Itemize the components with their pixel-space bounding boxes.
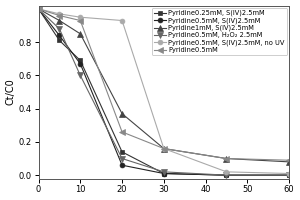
Pyridine0.5mM, H₂O₂ 2.5mM	[162, 171, 166, 173]
Pyridine0.5mM, H₂O₂ 2.5mM	[58, 28, 61, 30]
Pyridine0.5mM	[37, 8, 40, 10]
Pyridine0.5mM, S(IV)2.5mM, no UV	[162, 147, 166, 150]
Line: Pyridine0.5mM: Pyridine0.5mM	[35, 6, 292, 163]
Pyridine0.5mM	[79, 19, 82, 22]
Pyridine0.5mM	[120, 131, 124, 133]
Pyridine0.5mM, S(IV)2.5mM, no UV	[79, 16, 82, 18]
Pyridine0.5mM, S(IV)2.5mM, no UV	[287, 172, 291, 175]
Pyridine1mM, S(IV)2.5mM	[37, 8, 40, 10]
Line: Pyridine0.25mM, S(IV)2.5mM: Pyridine0.25mM, S(IV)2.5mM	[36, 6, 292, 178]
Pyridine0.25mM, S(IV)2.5mM	[120, 151, 124, 153]
Pyridine1mM, S(IV)2.5mM	[120, 112, 124, 115]
Pyridine0.5mM, S(IV)2.5mM, no UV	[58, 13, 61, 15]
Pyridine1mM, S(IV)2.5mM	[225, 157, 228, 160]
Pyridine1mM, S(IV)2.5mM	[58, 19, 61, 22]
Pyridine0.5mM	[58, 14, 61, 17]
Pyridine0.5mM, S(IV)2.5mM	[287, 174, 291, 176]
Pyridine0.25mM, S(IV)2.5mM	[225, 174, 228, 176]
Pyridine1mM, S(IV)2.5mM	[162, 147, 166, 150]
Pyridine1mM, S(IV)2.5mM	[287, 161, 291, 163]
Pyridine0.25mM, S(IV)2.5mM	[287, 174, 291, 176]
Pyridine0.25mM, S(IV)2.5mM	[79, 59, 82, 62]
Pyridine0.5mM, S(IV)2.5mM	[225, 174, 228, 176]
Pyridine0.25mM, S(IV)2.5mM	[162, 172, 166, 175]
Pyridine1mM, S(IV)2.5mM	[79, 33, 82, 35]
Pyridine0.5mM, H₂O₂ 2.5mM	[120, 157, 124, 160]
Pyridine0.5mM	[287, 159, 291, 161]
Pyridine0.5mM, S(IV)2.5mM	[37, 8, 40, 10]
Pyridine0.5mM, S(IV)2.5mM, no UV	[225, 171, 228, 173]
Line: Pyridine0.5mM, S(IV)2.5mM, no UV: Pyridine0.5mM, S(IV)2.5mM, no UV	[36, 6, 292, 176]
Pyridine0.5mM, H₂O₂ 2.5mM	[225, 174, 228, 176]
Y-axis label: Ct/C0: Ct/C0	[6, 79, 16, 105]
Pyridine0.5mM, H₂O₂ 2.5mM	[79, 74, 82, 77]
Pyridine0.5mM, S(IV)2.5mM	[162, 172, 166, 175]
Line: Pyridine0.5mM, S(IV)2.5mM: Pyridine0.5mM, S(IV)2.5mM	[36, 6, 292, 178]
Pyridine0.5mM, S(IV)2.5mM, no UV	[37, 8, 40, 10]
Line: Pyridine1mM, S(IV)2.5mM: Pyridine1mM, S(IV)2.5mM	[35, 6, 292, 165]
Pyridine0.5mM	[162, 147, 166, 150]
Pyridine0.5mM, H₂O₂ 2.5mM	[287, 174, 291, 176]
Pyridine0.5mM	[225, 157, 228, 160]
Pyridine0.5mM, S(IV)2.5mM	[79, 63, 82, 65]
Pyridine0.25mM, S(IV)2.5mM	[37, 8, 40, 10]
Pyridine0.25mM, S(IV)2.5mM	[58, 39, 61, 42]
Line: Pyridine0.5mM, H₂O₂ 2.5mM: Pyridine0.5mM, H₂O₂ 2.5mM	[35, 6, 292, 178]
Pyridine0.5mM, S(IV)2.5mM, no UV	[120, 19, 124, 22]
Pyridine0.5mM, H₂O₂ 2.5mM	[37, 8, 40, 10]
Pyridine0.5mM, S(IV)2.5mM	[120, 164, 124, 166]
Pyridine0.5mM, S(IV)2.5mM	[58, 34, 61, 37]
Legend: Pyridine0.25mM, S(IV)2.5mM, Pyridine0.5mM, S(IV)2.5mM, Pyridine1mM, S(IV)2.5mM, : Pyridine0.25mM, S(IV)2.5mM, Pyridine0.5m…	[152, 8, 287, 55]
